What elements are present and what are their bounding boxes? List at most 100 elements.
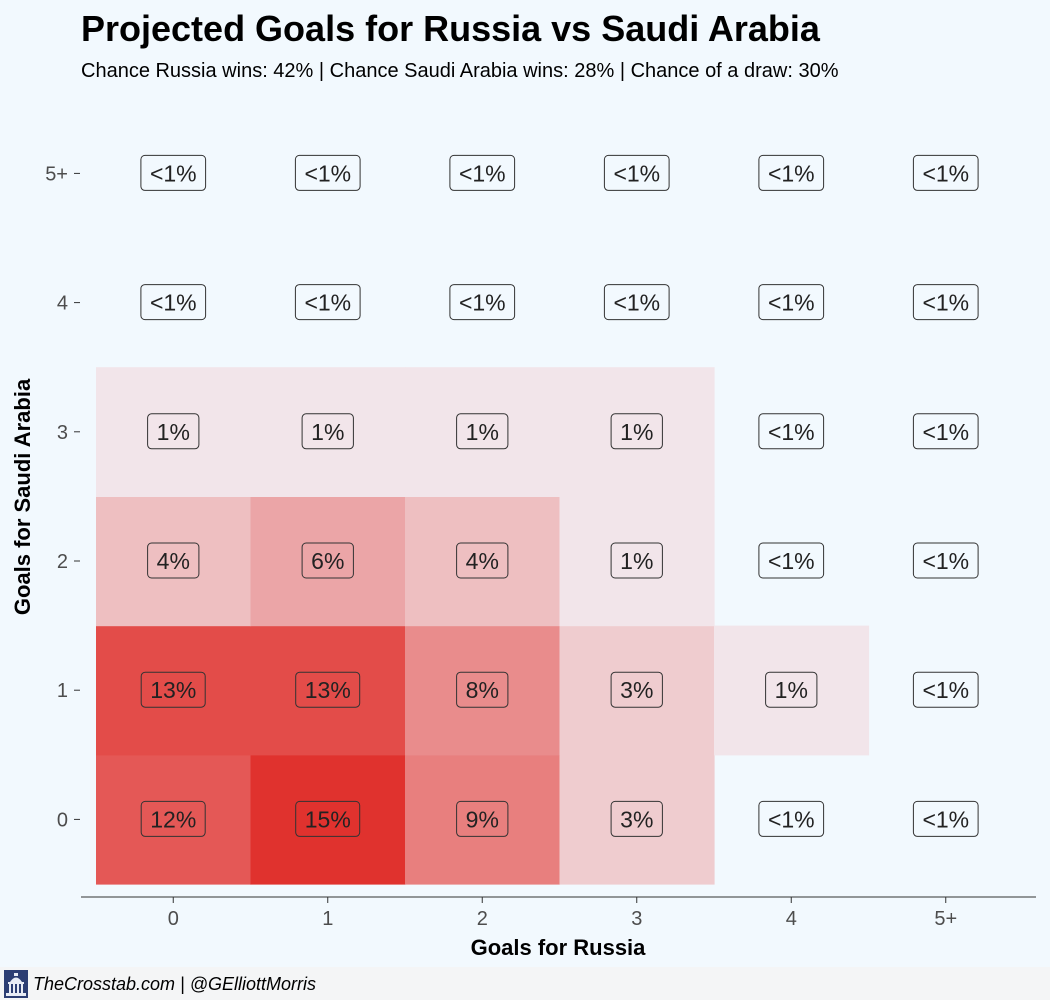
x-tick-label: 0 (168, 908, 179, 930)
cell-label: 15% (295, 800, 361, 837)
x-axis-ticks: 0 1 2 3 4 5+ (168, 897, 957, 930)
cell-value-label: 12% (150, 806, 196, 832)
cell-value-label: 13% (305, 677, 351, 703)
x-tick-label: 5+ (934, 908, 957, 930)
cell-label-box (912, 154, 979, 191)
heatmap-cell (405, 367, 561, 497)
cell-label: <1% (758, 284, 825, 321)
cell-label-box (912, 413, 979, 450)
cell-label: 3% (610, 800, 663, 837)
cell-label-box (765, 671, 818, 708)
footer-bar: TheCrosstab.com | @GElliottMorris (0, 967, 1050, 1000)
cell-label: <1% (603, 154, 670, 191)
cell-label: 4% (456, 542, 509, 579)
cell-value-label: 1% (157, 419, 190, 445)
cell-label: 13% (295, 671, 361, 708)
cell-label-box (758, 284, 825, 321)
heatmap-cells (96, 367, 870, 885)
cell-label: <1% (912, 800, 979, 837)
cell-value-label: 3% (620, 806, 653, 832)
cell-value-label: 4% (157, 548, 190, 574)
cell-labels: 12% 15% 9% 3% <1% <1% 13% 13% 8% 3% 1% <1% 4% 6% 4% 1% <… (140, 154, 979, 837)
cell-value-label: 13% (150, 677, 196, 703)
cell-value-label: <1% (459, 160, 506, 186)
cell-label: <1% (140, 284, 207, 321)
cell-value-label: <1% (613, 160, 660, 186)
heatmap-plot: 12% 15% 9% 3% <1% <1% 13% 13% 8% 3% 1% <1% 4% 6% 4% 1% <… (10, 154, 1036, 960)
cell-label: <1% (912, 413, 979, 450)
cell-value-label: 6% (311, 548, 344, 574)
cell-value-label: 8% (466, 677, 499, 703)
cell-label-box (758, 800, 825, 837)
cell-value-label: <1% (768, 806, 815, 832)
cell-label: <1% (140, 154, 207, 191)
cell-label-box (912, 284, 979, 321)
y-axis-ticks: 0 1 2 3 4 5+ (45, 163, 80, 831)
cell-label-box (140, 154, 207, 191)
chart-title: Projected Goals for Russia vs Saudi Arab… (81, 8, 820, 49)
cell-label: <1% (758, 542, 825, 579)
cell-value-label: 1% (620, 419, 653, 445)
cell-label-box (295, 671, 361, 708)
cell-label: <1% (603, 284, 670, 321)
cell-label-box (449, 284, 516, 321)
cell-value-label: <1% (768, 548, 815, 574)
cell-value-label: <1% (768, 419, 815, 445)
cell-value-label: 4% (466, 548, 499, 574)
cell-label: <1% (912, 154, 979, 191)
cell-label-box (456, 413, 509, 450)
cell-value-label: <1% (922, 548, 969, 574)
cell-label: <1% (912, 284, 979, 321)
x-tick-label: 3 (631, 908, 642, 930)
heatmap-cell (559, 754, 715, 885)
cell-label: <1% (449, 154, 516, 191)
cell-value-label: <1% (768, 290, 815, 316)
cell-label-box (301, 542, 354, 579)
heatmap-cell (405, 754, 561, 885)
cell-value-label: <1% (150, 160, 197, 186)
cell-value-label: <1% (613, 290, 660, 316)
cell-label-box (610, 800, 663, 837)
cell-value-label: <1% (459, 290, 506, 316)
cell-label-box (610, 413, 663, 450)
cell-label: <1% (294, 154, 361, 191)
cell-value-label: <1% (304, 160, 351, 186)
heatmap-cell (250, 496, 406, 627)
cell-label-box (456, 800, 509, 837)
y-tick-label: 3 (57, 422, 68, 444)
cell-label-box (456, 542, 509, 579)
heatmap-cell (96, 754, 252, 885)
y-tick-label: 1 (57, 680, 68, 702)
cell-value-label: 1% (775, 677, 808, 703)
heatmap-cell (405, 625, 561, 756)
cell-label: <1% (294, 284, 361, 321)
heatmap-cell (405, 496, 561, 627)
cell-label: <1% (449, 284, 516, 321)
cell-label-box (603, 284, 670, 321)
cell-label: <1% (758, 800, 825, 837)
x-tick-label: 4 (786, 908, 797, 930)
cell-value-label: <1% (150, 290, 197, 316)
heatmap-cell (96, 625, 252, 756)
cell-label: 4% (147, 542, 200, 579)
y-tick-label: 0 (57, 809, 68, 831)
cell-label: 12% (140, 800, 206, 837)
cell-value-label: <1% (768, 160, 815, 186)
heatmap-cell (250, 754, 406, 885)
heatmap-cell (559, 367, 715, 497)
heatmap-cell (250, 367, 406, 497)
cell-value-label: <1% (922, 160, 969, 186)
cell-label-box (147, 413, 200, 450)
cell-label-box (140, 284, 207, 321)
cell-label-box (912, 671, 979, 708)
cell-value-label: <1% (922, 806, 969, 832)
cell-value-label: 1% (311, 419, 344, 445)
cell-label-box (147, 542, 200, 579)
y-tick-label: 4 (57, 293, 68, 315)
cell-label: <1% (912, 542, 979, 579)
heatmap-cell (559, 496, 715, 627)
cell-label-box (456, 671, 509, 708)
cell-value-label: 1% (620, 548, 653, 574)
cell-label: 6% (301, 542, 354, 579)
